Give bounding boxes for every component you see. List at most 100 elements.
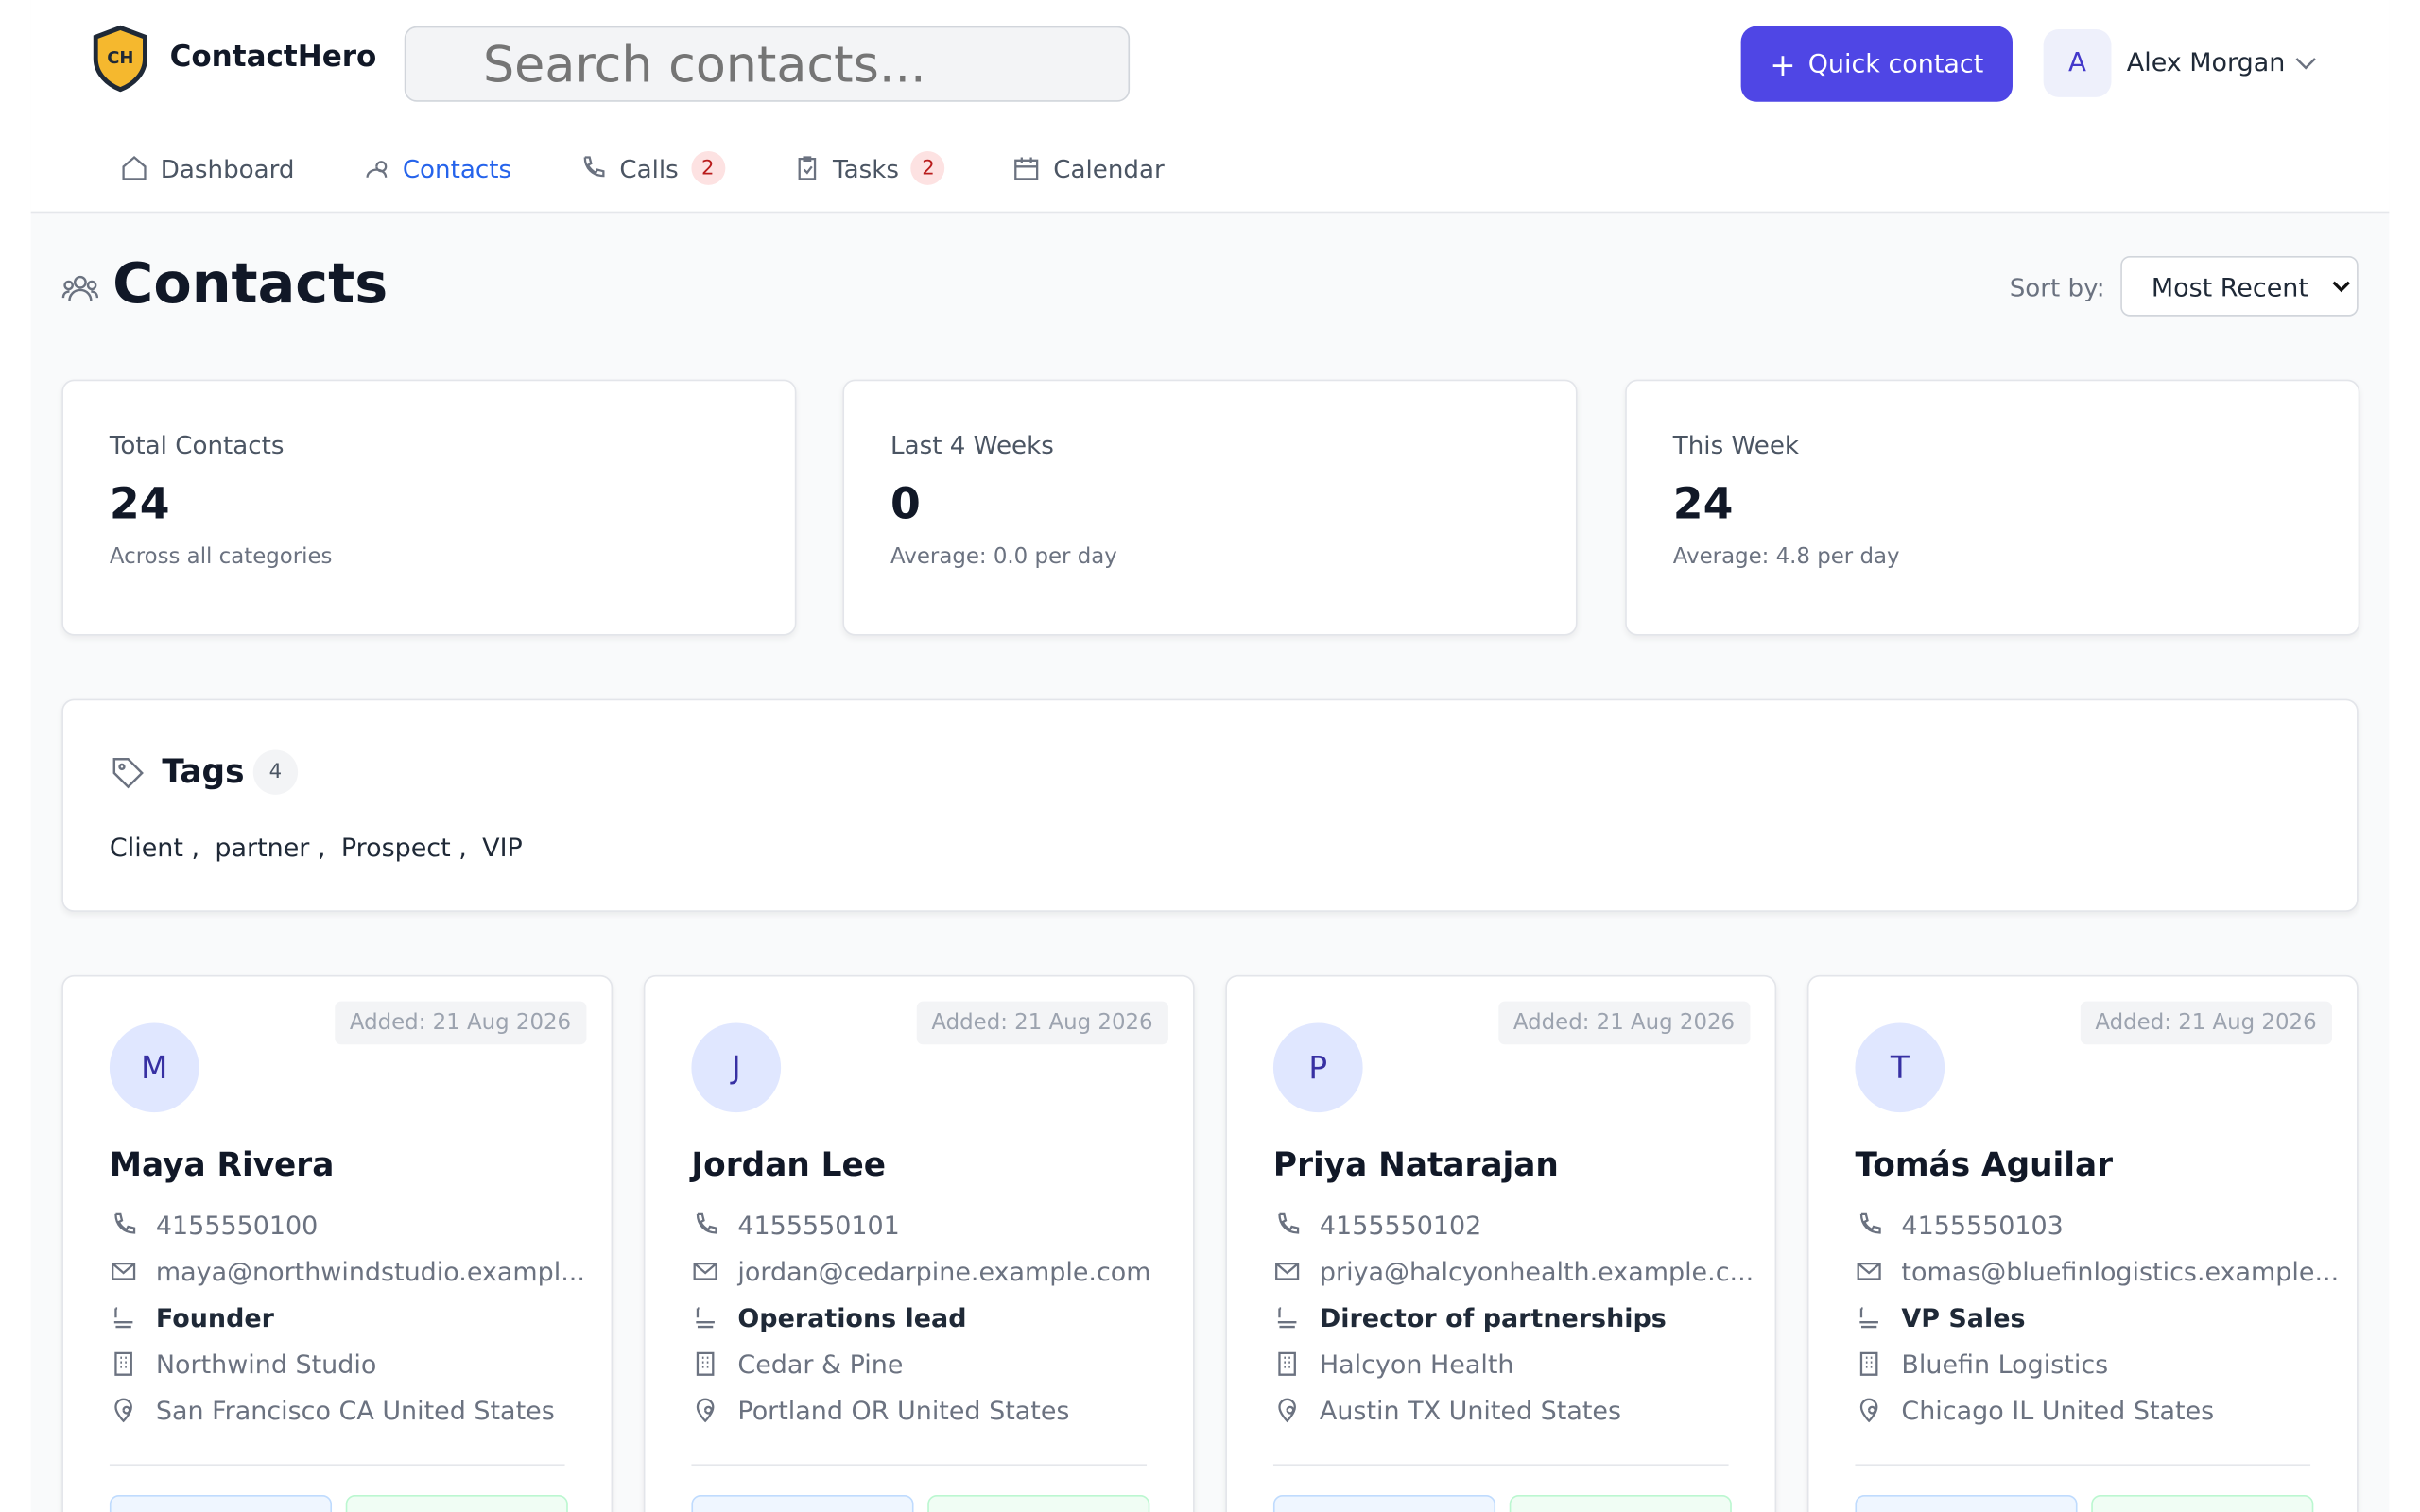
detail-row: 4155550102	[1273, 1202, 1732, 1248]
user-name[interactable]: Alex Morgan	[2126, 47, 2286, 77]
logo-text: CH	[107, 48, 133, 68]
sort-value: Most Recent	[2151, 272, 2308, 302]
nav-item[interactable]: Tasks 2	[793, 150, 945, 185]
divider	[109, 1464, 565, 1467]
phone-icon	[1855, 1211, 1882, 1239]
stat-card: Last 4 Weeks 0 Average: 0.0 per day	[842, 379, 1578, 636]
nav: Dashboard Contacts Calls 2 Tasks 2 Calendar	[120, 150, 1165, 185]
company-icon	[110, 1350, 137, 1378]
detail-row: Halcyon Health	[1273, 1341, 1732, 1387]
stat-value: 24	[109, 478, 170, 529]
detail-row: 4155550101	[691, 1202, 1150, 1248]
brand: ContactHero	[169, 40, 377, 75]
stat-card: This Week 24 Average: 4.8 per day	[1625, 379, 2360, 636]
stat-label: Last 4 Weeks	[890, 430, 1054, 460]
user-avatar[interactable]: A	[2043, 29, 2112, 97]
detail-row: Founder	[110, 1295, 568, 1341]
company: Cedar & Pine	[737, 1349, 904, 1379]
contact-card[interactable]: Added: 21 Aug 2026 M Maya Rivera 4155550100…	[61, 974, 614, 1512]
contact-name: Jordan Lee	[691, 1146, 887, 1184]
role: Operations lead	[737, 1302, 967, 1332]
stat-note: Average: 4.8 per day	[1672, 544, 1900, 570]
action-button[interactable]	[1509, 1495, 1732, 1512]
phone-icon	[691, 1211, 718, 1239]
added-date: Added: 21 Aug 2026	[334, 1001, 587, 1045]
contact-card[interactable]: Added: 21 Aug 2026 J Jordan Lee 4155550101 j…	[643, 974, 1195, 1512]
action-button[interactable]	[109, 1495, 333, 1512]
sort-select[interactable]: Most Recent	[2120, 256, 2359, 317]
location: Portland OR United States	[737, 1395, 1070, 1425]
action-button[interactable]	[1855, 1495, 2078, 1512]
page-title: Contacts	[112, 252, 389, 317]
nav-label: Dashboard	[160, 153, 295, 183]
nav-icon	[120, 154, 147, 181]
contacts-icon	[61, 275, 99, 301]
tags-title: Tags	[162, 752, 245, 790]
added-date: Added: 21 Aug 2026	[1497, 1001, 1751, 1045]
phone-icon	[110, 1211, 137, 1239]
contact-card[interactable]: Added: 21 Aug 2026 T Tomás Aguilar 41555501…	[1806, 974, 2359, 1512]
stat-note: Across all categories	[109, 544, 333, 570]
search-input[interactable]	[404, 26, 1131, 102]
detail-row: Northwind Studio	[110, 1341, 568, 1387]
company: Bluefin Logistics	[1901, 1349, 2109, 1379]
nav-icon	[1013, 154, 1041, 181]
email: maya@northwindstudio.exampl...	[155, 1256, 585, 1286]
location-icon	[1273, 1397, 1301, 1424]
tag-list: ClientpartnerProspectVIP	[110, 833, 523, 863]
nav-label: Tasks	[832, 153, 899, 183]
nav-item[interactable]: Dashboard	[120, 151, 295, 185]
action-button[interactable]	[2091, 1495, 2314, 1512]
button-label: Quick contact	[1807, 49, 1984, 79]
sort-label: Sort by:	[2009, 272, 2105, 302]
action-button[interactable]	[345, 1495, 568, 1512]
nav-badge: 2	[911, 150, 945, 185]
location-icon	[691, 1397, 718, 1424]
action-button[interactable]	[927, 1495, 1150, 1512]
detail-row: tomas@bluefinlogistics.example...	[1855, 1248, 2339, 1295]
location: Chicago IL United States	[1901, 1395, 2215, 1425]
location-icon	[1855, 1397, 1882, 1424]
contact-card[interactable]: Added: 21 Aug 2026 P Priya Natarajan 415555…	[1225, 974, 1777, 1512]
company-icon	[691, 1350, 718, 1378]
tag[interactable]: Client	[110, 833, 215, 863]
nav-item[interactable]: Calls 2	[579, 150, 725, 185]
divider	[691, 1464, 1148, 1467]
stat-value: 24	[1672, 478, 1734, 529]
nav-label: Calls	[619, 153, 679, 183]
company-icon	[1273, 1350, 1301, 1378]
tags-card: Tags 4 ClientpartnerProspectVIP	[61, 698, 2359, 912]
detail-row: San Francisco CA United States	[110, 1387, 568, 1434]
action-button[interactable]	[691, 1495, 914, 1512]
divider	[1855, 1464, 2311, 1467]
detail-row: priya@halcyonhealth.example.c...	[1273, 1248, 1754, 1295]
contact-details: 4155550103 tomas@bluefinlogistics.example…	[1855, 1202, 2339, 1434]
phone-icon	[1273, 1211, 1301, 1239]
detail-row: Director of partnerships	[1273, 1295, 1732, 1341]
phone: 4155550103	[1901, 1210, 2064, 1240]
contact-avatar: J	[691, 1022, 782, 1113]
nav-label: Calendar	[1053, 153, 1165, 183]
nav-item[interactable]: Contacts	[362, 151, 511, 185]
contact-name: Maya Rivera	[109, 1146, 335, 1184]
email-icon	[1273, 1258, 1301, 1285]
tag[interactable]: partner	[215, 833, 340, 863]
action-button[interactable]	[1272, 1495, 1496, 1512]
chevron	[2295, 58, 2316, 70]
detail-row: VP Sales	[1855, 1295, 2313, 1341]
stat-label: Total Contacts	[109, 430, 285, 460]
email-icon	[1855, 1258, 1882, 1285]
nav-item[interactable]: Calendar	[1013, 151, 1165, 185]
detail-row: Cedar & Pine	[691, 1341, 1150, 1387]
tag[interactable]: Prospect	[341, 833, 482, 863]
role-icon	[691, 1304, 718, 1332]
location: Austin TX United States	[1319, 1395, 1622, 1425]
divider	[1272, 1464, 1729, 1467]
phone: 4155550101	[737, 1210, 900, 1240]
quick-contact-button[interactable]: + Quick contact	[1740, 26, 2013, 102]
contact-details: 4155550102 priya@halcyonhealth.example.c.…	[1273, 1202, 1754, 1434]
email: tomas@bluefinlogistics.example...	[1901, 1256, 2340, 1286]
detail-row: Operations lead	[691, 1295, 1150, 1341]
tag[interactable]: VIP	[482, 833, 523, 863]
